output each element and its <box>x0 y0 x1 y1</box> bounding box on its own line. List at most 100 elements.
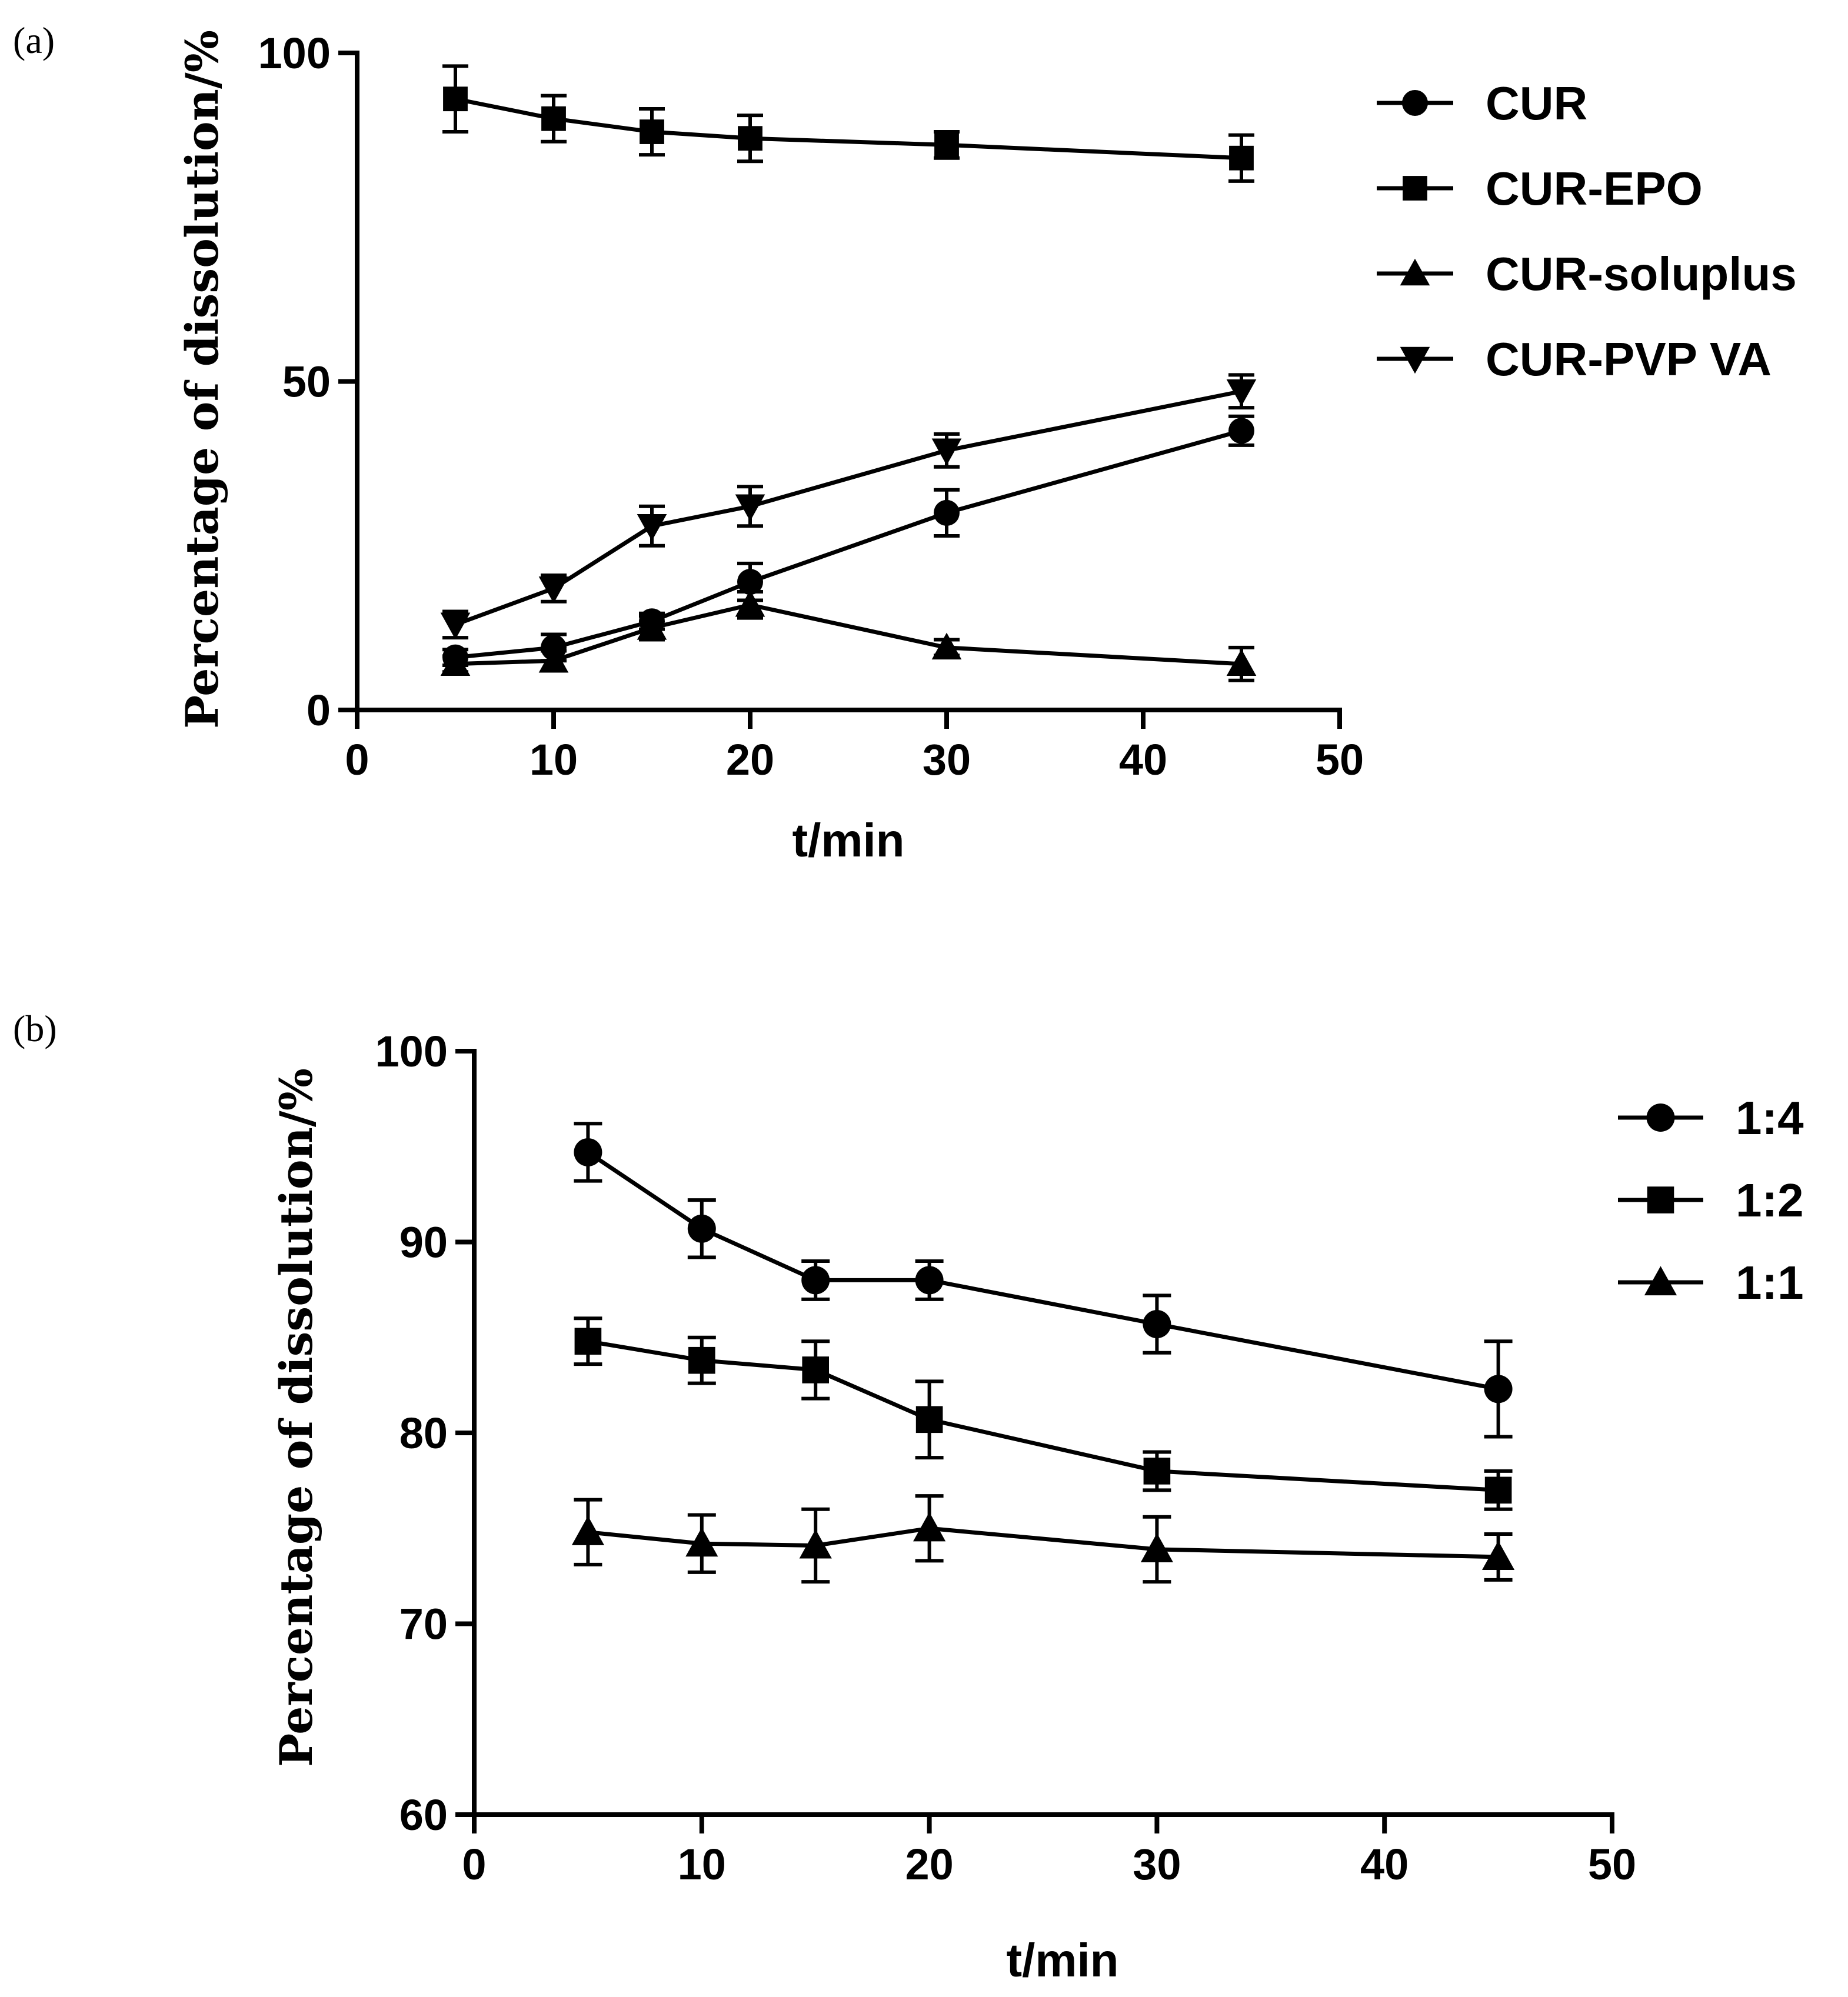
panel-b-series-1-1-point <box>799 1529 832 1559</box>
panel-b-series-1-2 <box>574 1316 1513 1511</box>
panel-a-label: (a) <box>13 19 55 61</box>
panel-b-x-tick-label: 50 <box>1588 1840 1636 1889</box>
panel-b-legend-marker <box>1646 1103 1675 1132</box>
panel-a-series-cur-soluplus-point <box>1226 649 1257 676</box>
panel-a-series-cur-epo-point <box>640 119 664 144</box>
panel-b-legend-label: 1:4 <box>1736 1092 1804 1144</box>
panel-a-legend-item-cur-soluplus: CUR-soluplus <box>1377 248 1797 300</box>
panel-b-x-tick-label: 10 <box>678 1840 726 1889</box>
panel-b-series-1-4-point <box>574 1138 602 1166</box>
panel-a-y-tick-label: 0 <box>307 686 331 735</box>
panel-a-legend-label: CUR <box>1486 77 1587 129</box>
panel-b-x-axis-title: t/min <box>1006 1934 1118 1986</box>
panel-a-series-cur-point <box>1228 418 1254 444</box>
panel-b-series-1-1-point <box>685 1527 718 1557</box>
panel-b-series-1-1-line <box>588 1526 1499 1559</box>
panel-a-series-cur-epo <box>442 64 1254 183</box>
panel-b-legend-marker <box>1647 1186 1674 1213</box>
panel-a-series-cur-pvp-va-point <box>538 576 569 604</box>
panel-a-series-cur-epo-line <box>455 96 1242 161</box>
panel-a-y-tick-label: 50 <box>282 358 331 406</box>
panel-b-chart: (b) Percentage of dissolution/% t/min 0 1… <box>13 1008 1804 1986</box>
panel-b-legend-item-1-1: 1:1 <box>1618 1256 1804 1309</box>
panel-b-label: (b) <box>13 1008 57 1049</box>
panel-a-series-cur-soluplus-point <box>637 613 667 640</box>
panel-a-series-cur-line <box>455 428 1242 660</box>
panel-b-y-tick-label: 80 <box>399 1409 448 1458</box>
panel-b-legend-item-1-4: 1:4 <box>1618 1092 1804 1144</box>
panel-b-series-1-4-point <box>801 1266 830 1295</box>
panel-a-legend: CUR CUR-EPO CUR-soluplus CUR-PVP VA <box>1377 77 1797 385</box>
panel-a-series-cur-epo-point <box>738 126 762 151</box>
panel-a-series-cur-point <box>934 499 960 526</box>
panel-b-series-1-2-point <box>915 1406 943 1433</box>
panel-a-series-cur-point <box>737 569 763 595</box>
panel-b-y-tick-label: 100 <box>375 1027 448 1076</box>
panel-a-legend-marker <box>1400 258 1430 286</box>
panel-b-series-1-2-point <box>1484 1476 1512 1504</box>
panel-b-series-1-1-point <box>1482 1541 1515 1571</box>
panel-b-y-tick-label: 60 <box>399 1791 448 1839</box>
panel-a-series-cur-epo-point <box>1229 145 1254 171</box>
panel-a-series-cur-pvp-va-point <box>637 514 667 541</box>
panel-a-legend-item-cur: CUR <box>1377 77 1587 129</box>
panel-a-series-cur-pvp-va-line <box>454 389 1242 627</box>
panel-b-series-1-4-point <box>1484 1375 1513 1403</box>
panel-b-legend-item-1-2: 1:2 <box>1618 1174 1804 1226</box>
panel-b-x-tick-label: 30 <box>1133 1840 1181 1889</box>
panel-b-legend-label: 1:1 <box>1736 1256 1804 1309</box>
panel-b-y-axis-title: Percentage of dissolution/% <box>270 1068 322 1767</box>
panel-b-series-1-4-point <box>687 1214 716 1243</box>
panel-a-legend-item-cur-epo: CUR-EPO <box>1377 162 1703 215</box>
panel-a-chart: (a) Percentage of dissolution/% t/min 0 1… <box>13 19 1797 866</box>
panel-a-series-cur-epo-point <box>541 106 566 131</box>
panel-a-legend-label: CUR-PVP VA <box>1486 333 1772 385</box>
panel-b-x-tick-label: 40 <box>1360 1840 1409 1889</box>
panel-a-x-tick-label: 20 <box>726 735 774 784</box>
panel-a-x-tick-label: 0 <box>345 735 369 784</box>
panel-a-axes: 0 10 20 30 40 50 0 50 100 <box>258 29 1364 784</box>
panel-b-legend-marker <box>1644 1266 1677 1296</box>
panel-a-data-layer <box>440 64 1257 682</box>
panel-b-series-1-2-point <box>802 1356 829 1383</box>
panel-a-legend-label: CUR-soluplus <box>1486 248 1797 300</box>
panel-a-legend-item-cur-pvp-va: CUR-PVP VA <box>1377 333 1772 385</box>
panel-b-axes: 0 10 20 30 40 50 60 70 80 90 100 <box>375 1027 1637 1889</box>
panel-b-series-1-1-point <box>571 1516 604 1545</box>
panel-a-y-axis-title: Percentage of dissolution/% <box>176 30 228 729</box>
panel-a-legend-label: CUR-EPO <box>1486 162 1703 215</box>
panel-a-series-cur-soluplus-point <box>538 645 569 673</box>
panel-a-series-cur-soluplus <box>440 589 1257 682</box>
panel-a-series-cur-epo-point <box>934 132 959 158</box>
panel-b-x-tick-label: 20 <box>905 1840 953 1889</box>
panel-a-series-cur-pvp-va-point <box>931 438 962 466</box>
panel-a-x-tick-label: 10 <box>530 735 578 784</box>
panel-b-series-1-2-point <box>1143 1458 1171 1485</box>
panel-b-series-1-2-point <box>688 1346 715 1374</box>
panel-a-series-cur-soluplus-point <box>735 589 765 617</box>
panel-b-series-1-2-point <box>574 1328 602 1355</box>
panel-b-series-1-1-point <box>913 1512 946 1542</box>
panel-b-series-1-4-point <box>915 1266 944 1295</box>
panel-a-series-cur-soluplus-point <box>440 649 471 676</box>
panel-b-legend: 1:4 1:2 1:1 <box>1618 1092 1804 1309</box>
panel-a-legend-marker <box>1400 346 1430 374</box>
panel-b-data-layer <box>571 1122 1515 1584</box>
panel-a-x-tick-label: 50 <box>1316 735 1364 784</box>
panel-b-series-1-4 <box>574 1122 1513 1439</box>
panel-b-series-1-4-line <box>587 1151 1499 1391</box>
panel-a-series-cur-pvp-va-point <box>735 494 765 522</box>
panel-a-x-tick-label: 30 <box>923 735 971 784</box>
panel-b-legend-label: 1:2 <box>1736 1174 1804 1226</box>
panel-b-y-tick-label: 90 <box>399 1218 448 1267</box>
panel-a-series-cur-soluplus-point <box>931 632 962 660</box>
panel-a-series-cur-epo-point <box>443 86 468 112</box>
panel-a-y-tick-label: 100 <box>258 29 331 78</box>
panel-a-legend-marker <box>1403 176 1427 201</box>
panel-a-series-cur <box>442 414 1254 671</box>
panel-b-series-1-2-line <box>587 1339 1499 1492</box>
panel-a-x-tick-label: 40 <box>1119 735 1167 784</box>
panel-a-series-cur-pvp-va-point <box>1226 379 1257 406</box>
panel-b-x-tick-label: 0 <box>462 1840 486 1889</box>
